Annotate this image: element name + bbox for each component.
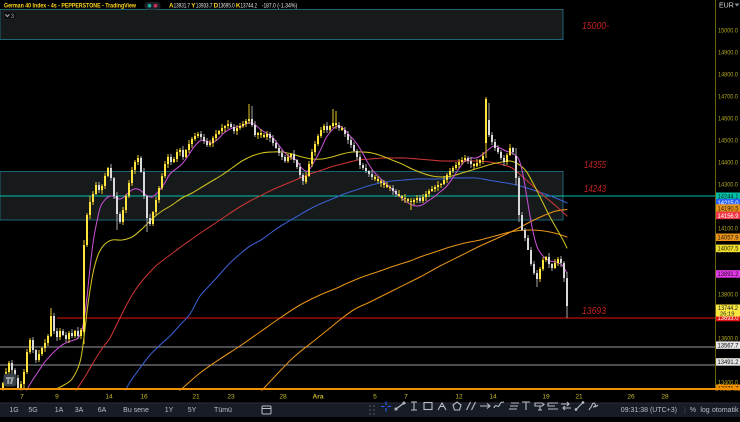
svg-text:14100.0: 14100.0 — [718, 225, 738, 232]
svg-text:13693: 13693 — [582, 305, 606, 317]
svg-text:German 40 Index - 4s - PEPPERS: German 40 Index - 4s - PEPPERSTONE - Tra… — [4, 3, 137, 10]
svg-text:13400.0: 13400.0 — [718, 379, 738, 386]
svg-text:14215.0: 14215.0 — [718, 200, 740, 207]
svg-text:14: 14 — [105, 394, 113, 401]
svg-text:13891.2: 13891.2 — [718, 271, 740, 278]
svg-text:21: 21 — [192, 394, 200, 401]
svg-text:21: 21 — [575, 394, 583, 401]
svg-text:3: 3 — [11, 13, 15, 20]
svg-text:12: 12 — [455, 394, 463, 401]
svg-text:14243: 14243 — [584, 183, 606, 195]
svg-text:log: log — [700, 407, 709, 414]
svg-text:Ara: Ara — [313, 394, 324, 401]
svg-text:23: 23 — [227, 394, 235, 401]
svg-text:26:19: 26:19 — [720, 312, 735, 318]
svg-text:16: 16 — [140, 394, 148, 401]
svg-text:Tümü: Tümü — [214, 407, 232, 414]
svg-text:19: 19 — [542, 394, 550, 401]
svg-text:14007.5: 14007.5 — [718, 246, 740, 253]
svg-text:Bu sene: Bu sene — [123, 407, 149, 414]
svg-text:7: 7 — [404, 394, 408, 401]
svg-text:14800.0: 14800.0 — [718, 71, 738, 78]
svg-text:13800.0: 13800.0 — [718, 291, 738, 298]
svg-text:3A: 3A — [75, 407, 84, 414]
svg-text:6A: 6A — [98, 407, 107, 414]
svg-text:(-1.34%): (-1.34%) — [277, 3, 297, 10]
svg-text:14900.0: 14900.0 — [718, 49, 738, 56]
svg-text:14190.5: 14190.5 — [718, 205, 740, 212]
svg-text:13931.7: 13931.7 — [174, 3, 191, 10]
svg-text:14: 14 — [489, 394, 497, 401]
svg-text:14300.0: 14300.0 — [718, 181, 738, 188]
svg-text:1A: 1A — [55, 407, 64, 414]
svg-text:9: 9 — [55, 394, 59, 401]
svg-text:15000-: 15000- — [582, 20, 609, 32]
svg-text:14700.0: 14700.0 — [718, 93, 738, 100]
svg-text:Y: Y — [191, 3, 196, 10]
svg-text:28: 28 — [661, 394, 669, 401]
svg-text:14244.1: 14244.1 — [718, 194, 740, 201]
svg-text:13600.0: 13600.0 — [718, 335, 738, 342]
svg-text:13744.2: 13744.2 — [718, 305, 738, 312]
svg-text:otomatik: otomatik — [712, 407, 739, 414]
svg-text:EUR: EUR — [719, 3, 734, 10]
svg-text:A: A — [169, 3, 174, 10]
svg-text:13491.2: 13491.2 — [718, 359, 740, 366]
svg-text:28: 28 — [279, 394, 287, 401]
svg-text:14355: 14355 — [584, 159, 606, 171]
svg-text:09:31:38 (UTC+3): 09:31:38 (UTC+3) — [621, 407, 677, 414]
svg-text:-187.0: -187.0 — [262, 3, 276, 10]
svg-text:13933.7: 13933.7 — [196, 3, 213, 10]
svg-text:%: % — [690, 407, 696, 414]
svg-text:13567.7: 13567.7 — [718, 342, 740, 349]
svg-text:14600.0: 14600.0 — [718, 115, 738, 122]
svg-text:13693.0: 13693.0 — [718, 315, 740, 322]
svg-text:13744.2: 13744.2 — [241, 3, 258, 10]
svg-text:14500.0: 14500.0 — [718, 137, 738, 144]
svg-text:|: | — [684, 407, 686, 414]
svg-text:14156.9: 14156.9 — [718, 213, 740, 220]
svg-text:K: K — [236, 3, 241, 10]
svg-text:15000.0: 15000.0 — [718, 27, 738, 34]
svg-text:7: 7 — [20, 394, 24, 401]
svg-text:13695.0: 13695.0 — [218, 3, 235, 10]
svg-text:14057.9: 14057.9 — [718, 235, 740, 242]
svg-text:5Y: 5Y — [188, 407, 197, 414]
svg-text:5G: 5G — [28, 407, 37, 414]
svg-text:26: 26 — [627, 394, 635, 401]
svg-text:D: D — [214, 3, 219, 10]
svg-text:5: 5 — [373, 394, 377, 401]
svg-text:1G: 1G — [9, 407, 18, 414]
svg-text:14400.0: 14400.0 — [718, 159, 738, 166]
svg-text:1Y: 1Y — [165, 407, 174, 414]
